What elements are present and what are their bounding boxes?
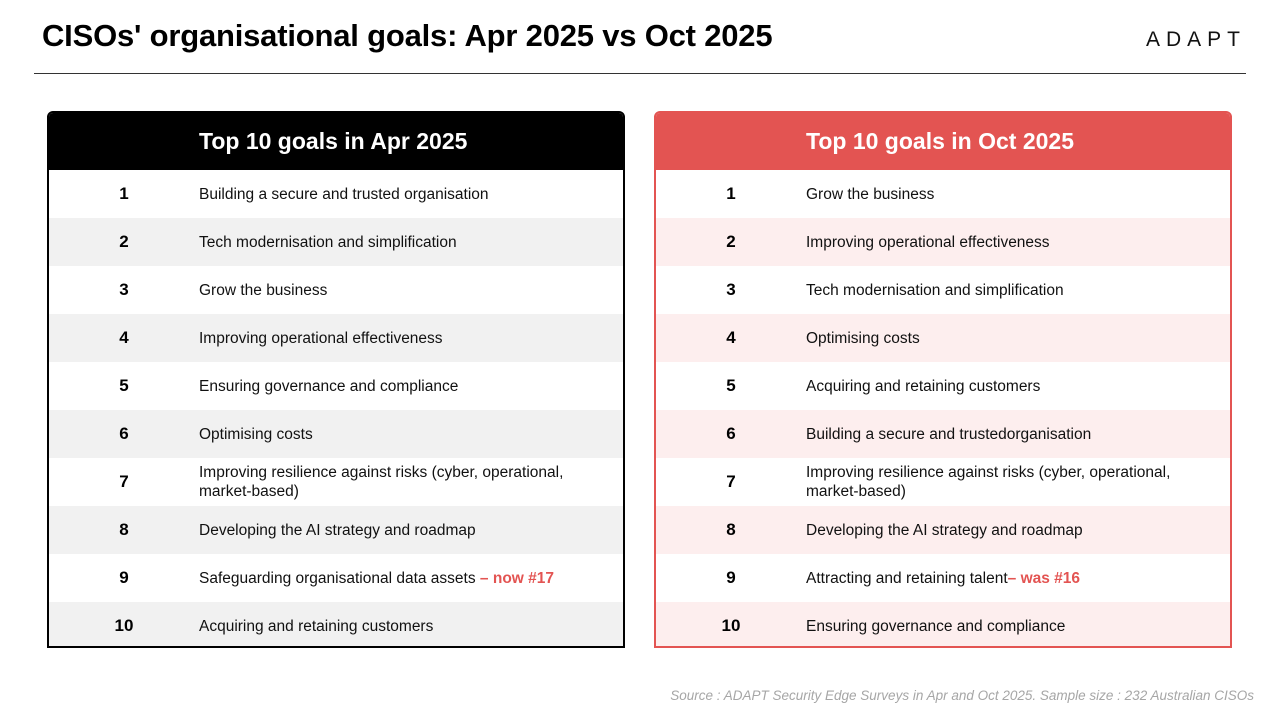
goal-row: 8 Developing the AI strategy and roadmap — [656, 506, 1230, 554]
goal-cell: Improving resilience against risks (cybe… — [806, 463, 1230, 501]
goal-cell: Tech modernisation and simplification — [199, 233, 623, 252]
adapt-logo: ADAPT — [1145, 28, 1246, 51]
goal-cell: Tech modernisation and simplification — [806, 281, 1230, 300]
goal-cell: Building a secure and trusted organisati… — [199, 185, 623, 204]
goal-rank: 3 — [726, 280, 736, 299]
goal-cell: Developing the AI strategy and roadmap — [806, 521, 1230, 540]
goal-cell: Improving operational effectiveness — [199, 329, 623, 348]
goal-rank: 5 — [119, 376, 129, 395]
goal-rank: 2 — [726, 232, 736, 251]
goal-text: Acquiring and retaining customers — [806, 377, 1041, 395]
goal-text: Developing the AI strategy and roadmap — [199, 521, 476, 539]
title-divider — [34, 73, 1246, 74]
goal-rank: 10 — [721, 616, 741, 635]
goal-text: Grow the business — [806, 185, 935, 203]
goal-rank: 1 — [726, 184, 736, 203]
goal-cell: Grow the business — [199, 281, 623, 300]
goal-row: 9 Attracting and retaining talent– was #1… — [656, 554, 1230, 602]
page-title: CISOs' organisational goals: Apr 2025 vs… — [42, 18, 773, 53]
goal-rank: 9 — [119, 568, 129, 587]
goal-text: Ensuring governance and compliance — [806, 617, 1066, 635]
rank-change-note: – was #16 — [1007, 569, 1081, 587]
goal-text: Optimising costs — [806, 329, 920, 347]
goal-row: 2 Improving operational effectiveness — [656, 218, 1230, 266]
goal-rank: 4 — [726, 328, 736, 347]
goal-cell: Attracting and retaining talent– was #16 — [806, 569, 1230, 588]
goal-text: Developing the AI strategy and roadmap — [806, 521, 1083, 539]
goal-row: 5 Ensuring governance and compliance — [49, 362, 623, 410]
goal-rank: 10 — [114, 616, 134, 635]
goal-text: Ensuring governance and compliance — [199, 377, 459, 395]
goal-text: Improving resilience against risks (cybe… — [806, 464, 1171, 500]
goal-row: 4 Improving operational effectiveness — [49, 314, 623, 362]
goal-row: 6 Optimising costs — [49, 410, 623, 458]
goal-cell: Optimising costs — [806, 329, 1230, 348]
goal-rank: 1 — [119, 184, 129, 203]
goal-text: Tech modernisation and simplification — [806, 281, 1064, 299]
goal-text: Improving resilience against risks (cybe… — [199, 464, 564, 500]
goal-cell: Safeguarding organisational data assets … — [199, 569, 623, 588]
goal-cell: Optimising costs — [199, 425, 623, 444]
goal-text: Building a secure and trusted organisati… — [199, 185, 489, 203]
goal-rank: 2 — [119, 232, 129, 251]
source-note: Source : ADAPT Security Edge Surveys in … — [670, 688, 1254, 703]
oct-2025-rows: 1 Grow the business 2 Improving operational… — [656, 170, 1230, 646]
goal-row: 2 Tech modernisation and simplification — [49, 218, 623, 266]
goal-rank: 8 — [726, 520, 736, 539]
goal-row: 8 Developing the AI strategy and roadmap — [49, 506, 623, 554]
oct-2025-heading: Top 10 goals in Oct 2025 — [656, 113, 1230, 170]
goal-row: 1 Grow the business — [656, 170, 1230, 218]
goal-row: 1 Building a secure and trusted organisat… — [49, 170, 623, 218]
goal-cell: Ensuring governance and compliance — [199, 377, 623, 396]
goal-row: 9 Safeguarding organisational data assets… — [49, 554, 623, 602]
goal-rank: 8 — [119, 520, 129, 539]
goal-rank: 6 — [119, 424, 129, 443]
goal-rank: 4 — [119, 328, 129, 347]
goal-row: 10 Acquiring and retaining customers — [49, 602, 623, 646]
goal-cell: Ensuring governance and compliance — [806, 617, 1230, 636]
goal-text: Acquiring and retaining customers — [199, 617, 434, 635]
goal-rank: 7 — [119, 472, 129, 491]
goal-cell: Acquiring and retaining customers — [199, 617, 623, 636]
goal-row: 7 Improving resilience against risks (cyb… — [656, 458, 1230, 506]
goal-cell: Grow the business — [806, 185, 1230, 204]
goal-row: 3 Tech modernisation and simplification — [656, 266, 1230, 314]
goal-rank: 9 — [726, 568, 736, 587]
apr-2025-rows: 1 Building a secure and trusted organisat… — [49, 170, 623, 646]
goal-row: 7 Improving resilience against risks (cyb… — [49, 458, 623, 506]
rank-change-note: – now #17 — [479, 569, 555, 587]
goal-cell: Improving resilience against risks (cybe… — [199, 463, 623, 501]
goal-rank: 5 — [726, 376, 736, 395]
goal-row: 10 Ensuring governance and compliance — [656, 602, 1230, 646]
goal-rank: 7 — [726, 472, 736, 491]
apr-2025-panel: Top 10 goals in Apr 2025 1 Building a sec… — [47, 111, 625, 648]
goal-cell: Acquiring and retaining customers — [806, 377, 1230, 396]
goal-text: Grow the business — [199, 281, 328, 299]
goal-row: 6 Building a secure and trustedorganisati… — [656, 410, 1230, 458]
oct-2025-panel: Top 10 goals in Oct 2025 1 Grow the busin… — [654, 111, 1232, 648]
goal-text: Improving operational effectiveness — [199, 329, 443, 347]
goal-text: Optimising costs — [199, 425, 313, 443]
goal-text: Attracting and retaining talent — [806, 569, 1008, 587]
goal-rank: 6 — [726, 424, 736, 443]
goal-cell: Developing the AI strategy and roadmap — [199, 521, 623, 540]
goal-text: Building a secure and trustedorganisatio… — [806, 425, 1092, 443]
apr-2025-heading: Top 10 goals in Apr 2025 — [49, 113, 623, 170]
goal-text: Improving operational effectiveness — [806, 233, 1050, 251]
goal-text: Tech modernisation and simplification — [199, 233, 457, 251]
goal-text: Safeguarding organisational data assets — [199, 569, 480, 587]
goal-cell: Building a secure and trustedorganisatio… — [806, 425, 1230, 444]
goal-cell: Improving operational effectiveness — [806, 233, 1230, 252]
goal-row: 5 Acquiring and retaining customers — [656, 362, 1230, 410]
goal-row: 4 Optimising costs — [656, 314, 1230, 362]
goal-row: 3 Grow the business — [49, 266, 623, 314]
goal-rank: 3 — [119, 280, 129, 299]
